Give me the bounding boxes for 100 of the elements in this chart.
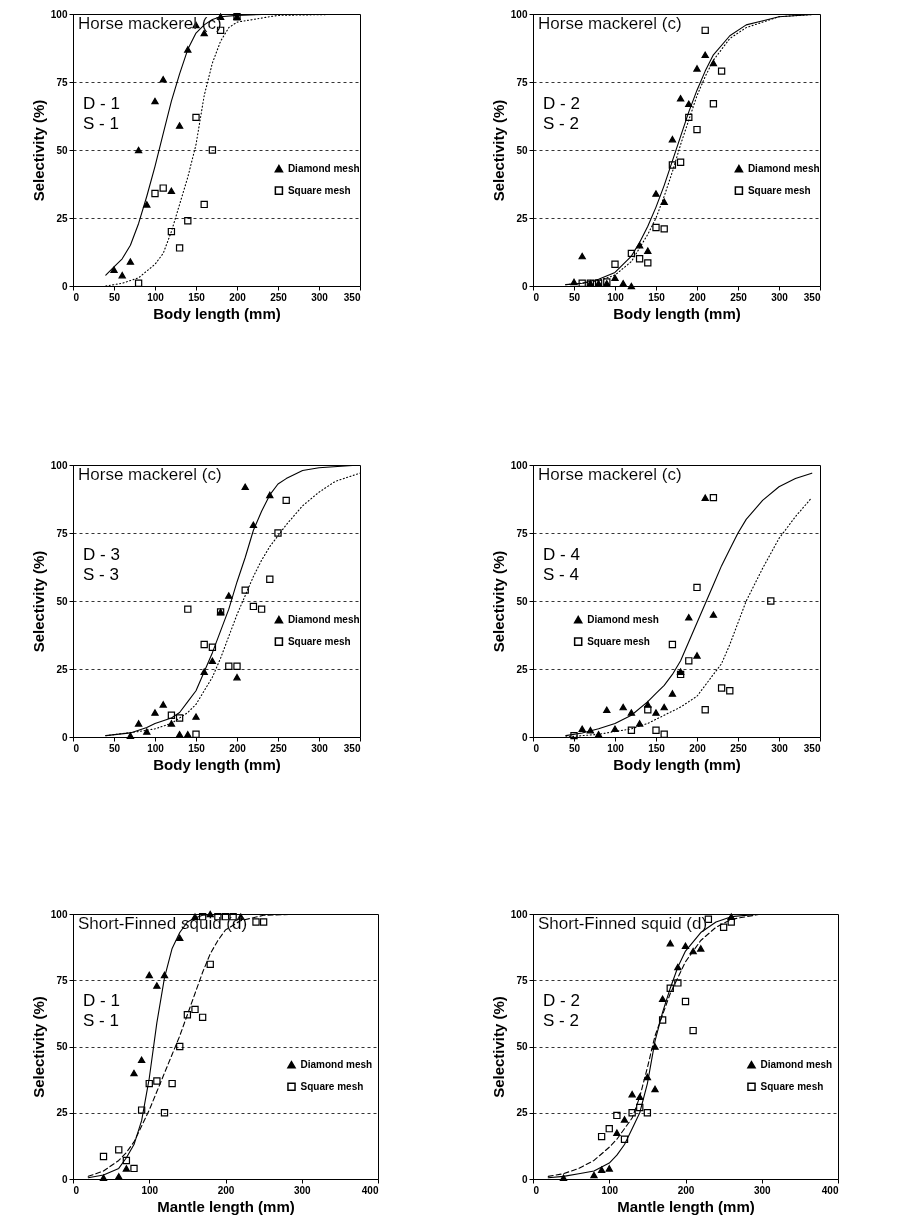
x-axis-title: Body length (mm) (153, 304, 281, 322)
x-tick-label: 200 (689, 291, 707, 303)
legend-label: Diamond mesh (760, 1058, 833, 1070)
y-tick-label: 0 (61, 280, 68, 292)
annotation: D - 2 (543, 991, 580, 1011)
y-tick-label: 75 (56, 527, 68, 539)
y-tick-label: 25 (516, 212, 528, 224)
x-tick-label: 300 (753, 1184, 772, 1196)
y-tick-label: 50 (516, 1041, 528, 1052)
legend-label: Diamond mesh (287, 613, 360, 625)
legend-label: Diamond mesh (287, 162, 360, 174)
y-axis-title: Selectivity (%) (29, 996, 47, 1098)
y-tick-label: 100 (50, 8, 68, 20)
x-tick-label: 400 (821, 1184, 839, 1196)
chart-title: Horse mackerel (c) (538, 14, 682, 33)
annotation: D - 3 (83, 544, 120, 564)
x-axis-title: Body length (mm) (613, 755, 741, 773)
x-tick-label: 100 (601, 1184, 619, 1196)
annotation: S - 1 (83, 114, 119, 134)
x-tick-label: 300 (311, 291, 329, 303)
y-axis-title: Selectivity (%) (489, 996, 507, 1098)
x-tick-label: 50 (568, 742, 581, 754)
x-tick-label: 200 (229, 291, 247, 303)
annotation: S - 2 (543, 114, 579, 134)
annotation: D - 1 (83, 93, 120, 113)
x-axis-title: Mantle length (mm) (617, 1197, 755, 1215)
chart-title: Short-Finned squid (d) (538, 914, 708, 933)
chart-title: Horse mackerel (c) (78, 465, 222, 484)
annotation: S - 3 (83, 565, 119, 585)
x-tick-label: 300 (771, 742, 789, 754)
legend-label: Square mesh (300, 1080, 364, 1092)
y-axis-title: Selectivity (%) (29, 99, 47, 202)
x-tick-label: 0 (533, 291, 540, 303)
y-tick-label: 0 (61, 1173, 68, 1185)
x-tick-label: 100 (607, 291, 625, 303)
x-axis-title: Body length (mm) (153, 755, 281, 773)
annotation: D - 4 (543, 544, 580, 564)
annotation: S - 4 (543, 565, 579, 585)
x-tick-label: 200 (229, 742, 247, 754)
y-tick-label: 100 (510, 8, 528, 20)
y-tick-label: 25 (516, 663, 528, 675)
y-tick-label: 0 (61, 731, 68, 743)
x-axis-title: Mantle length (mm) (157, 1197, 295, 1215)
x-axis-title: Body length (mm) (613, 304, 741, 322)
x-tick-label: 100 (147, 291, 165, 303)
x-tick-label: 350 (803, 291, 821, 303)
x-tick-label: 250 (270, 742, 288, 754)
legend-label: Diamond mesh (300, 1058, 373, 1070)
annotation: S - 1 (83, 1011, 119, 1031)
x-tick-label: 150 (648, 291, 666, 303)
x-tick-label: 200 (677, 1184, 695, 1196)
x-tick-label: 350 (343, 742, 361, 754)
x-tick-label: 200 (689, 742, 707, 754)
y-tick-label: 50 (56, 1041, 68, 1052)
x-tick-label: 400 (361, 1184, 379, 1196)
y-axis-title: Selectivity (%) (489, 99, 507, 202)
annotation: D - 2 (543, 93, 580, 113)
x-tick-label: 0 (73, 291, 80, 303)
x-tick-label: 0 (73, 742, 80, 754)
chart-title: Horse mackerel (c) (538, 465, 682, 484)
x-tick-label: 250 (730, 742, 748, 754)
x-tick-label: 0 (533, 1184, 540, 1196)
legend-label: Diamond mesh (587, 613, 659, 625)
x-tick-label: 350 (803, 742, 821, 754)
x-tick-label: 100 (147, 742, 165, 754)
y-tick-label: 50 (56, 144, 68, 156)
y-tick-label: 50 (516, 595, 528, 607)
y-tick-label: 100 (50, 908, 68, 920)
y-tick-label: 75 (516, 974, 528, 986)
y-tick-label: 75 (516, 527, 528, 539)
x-tick-label: 0 (73, 1184, 80, 1196)
x-tick-label: 50 (108, 742, 121, 754)
x-tick-label: 250 (730, 291, 748, 303)
annotation: D - 1 (83, 991, 120, 1011)
y-tick-label: 0 (521, 1173, 528, 1185)
annotation: S - 2 (543, 1011, 579, 1031)
x-tick-label: 200 (217, 1184, 235, 1196)
y-tick-label: 75 (56, 974, 68, 986)
x-tick-label: 150 (648, 742, 666, 754)
y-tick-label: 25 (56, 212, 68, 224)
x-tick-label: 300 (311, 742, 329, 754)
y-tick-label: 50 (516, 144, 528, 156)
y-tick-label: 0 (521, 280, 528, 292)
legend-label: Diamond mesh (747, 162, 820, 174)
x-tick-label: 100 (607, 742, 625, 754)
x-tick-label: 300 (293, 1184, 312, 1196)
legend-label: Square mesh (287, 635, 351, 647)
x-tick-label: 100 (141, 1184, 159, 1196)
y-tick-label: 25 (56, 663, 68, 675)
legend-label: Square mesh (287, 184, 351, 196)
y-tick-label: 75 (516, 76, 528, 88)
legend-label: Square mesh (760, 1080, 824, 1092)
legend-label: Square mesh (587, 635, 650, 647)
y-tick-label: 75 (56, 76, 68, 88)
x-tick-label: 50 (568, 291, 581, 303)
x-tick-label: 0 (533, 742, 540, 754)
y-tick-label: 100 (510, 459, 528, 471)
x-tick-label: 250 (270, 291, 288, 303)
y-axis-title: Selectivity (%) (29, 550, 47, 653)
x-tick-label: 150 (188, 291, 206, 303)
